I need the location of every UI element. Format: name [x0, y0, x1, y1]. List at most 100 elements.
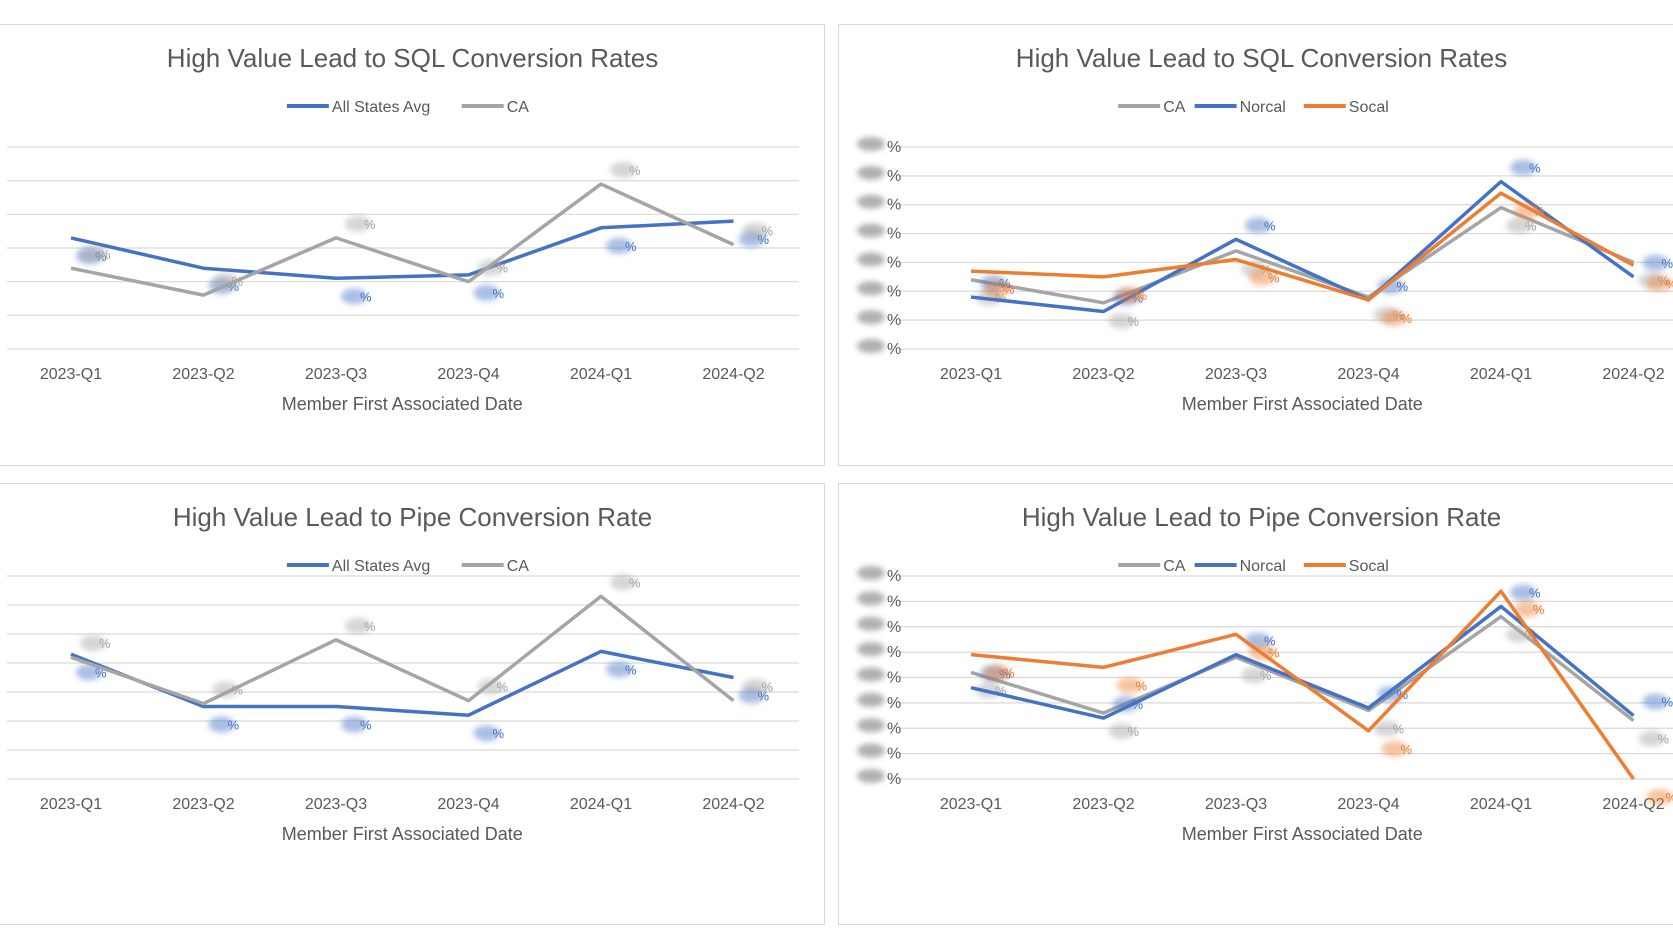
- redacted-data-label: [1381, 309, 1408, 326]
- data-label-percent: %: [497, 261, 509, 276]
- data-label-percent: %: [1533, 204, 1545, 219]
- redacted-data-label: [1116, 286, 1143, 303]
- y-tick-label: %: [887, 771, 901, 788]
- redacted-data-label: [1108, 312, 1135, 329]
- redacted-data-label: [1510, 159, 1536, 176]
- redacted-data-label: [1638, 272, 1665, 289]
- gridlines: %%%%%%%%%: [857, 566, 1673, 788]
- data-label-percent: %: [228, 718, 240, 733]
- redacted-y-tick: [857, 281, 885, 296]
- x-tick-label: 2024-Q2: [1602, 366, 1664, 383]
- redacted-data-label: [610, 162, 636, 179]
- x-axis-label: Member First Associated Date: [282, 824, 523, 844]
- data-label-percent: %: [1128, 314, 1140, 329]
- legend: CA Norcal Socal: [1118, 99, 1389, 116]
- redacted-data-label: [477, 678, 504, 695]
- y-tick-label: %: [887, 644, 901, 661]
- y-tick-label: %: [887, 341, 901, 358]
- redacted-data-label: [80, 635, 106, 652]
- redacted-data-label: [341, 716, 367, 733]
- line-chart-svg: High Value Lead to Pipe Conversion Rate A…: [7, 502, 799, 844]
- redacted-data-label: [477, 259, 504, 276]
- data-label-percent: %: [1260, 668, 1272, 683]
- redacted-data-label: [980, 275, 1006, 292]
- series-line: [970, 205, 1635, 305]
- x-tick-label: 2023-Q3: [305, 796, 367, 813]
- chart-panel-sql-all-states: High Value Lead to SQL Conversion Rates A…: [0, 24, 825, 466]
- redacted-y-tick: [857, 566, 885, 580]
- data-label-percent: %: [629, 163, 641, 178]
- redacted-data-label: [1514, 601, 1540, 618]
- redacted-data-label: [1381, 740, 1408, 757]
- x-tick-label: 2023-Q4: [1337, 366, 1399, 383]
- gridlines: [7, 146, 799, 350]
- redacted-y-tick: [857, 591, 885, 606]
- data-label-percent: %: [625, 662, 637, 677]
- data-label-percent: %: [364, 619, 376, 634]
- redacted-data-label: [1377, 685, 1404, 702]
- x-tick-label: 2023-Q4: [437, 796, 499, 813]
- series-line: [970, 191, 1635, 302]
- series-line: [70, 649, 734, 717]
- redacted-data-label: [345, 617, 371, 634]
- redacted-data-label: [742, 222, 769, 239]
- legend-label: Socal: [1349, 99, 1389, 116]
- y-tick-label: %: [887, 139, 901, 156]
- y-tick-label: %: [887, 670, 901, 687]
- redacted-data-label: [1642, 693, 1669, 710]
- legend: All States Avg CA: [286, 558, 529, 575]
- y-tick-label: %: [887, 593, 901, 610]
- y-tick-label: %: [887, 720, 901, 737]
- x-axis-label: Member First Associated Date: [1182, 394, 1423, 414]
- redacted-data-label: [76, 664, 102, 681]
- x-tick-label: 2023-Q3: [1205, 366, 1267, 383]
- redacted-y-tick: [857, 194, 885, 209]
- x-axis-label: Member First Associated Date: [282, 394, 523, 414]
- y-tick-label: %: [887, 254, 901, 271]
- chart-title: High Value Lead to SQL Conversion Rates: [1016, 43, 1507, 73]
- x-tick-label: 2023-Q4: [1337, 796, 1399, 813]
- redacted-data-label: [984, 664, 1010, 681]
- redacted-data-label: [1638, 730, 1665, 747]
- data-label-percent: %: [1658, 732, 1670, 747]
- x-axis: 2023-Q1 2023-Q2 2023-Q3 2023-Q4 2024-Q1 2024-…: [40, 366, 765, 414]
- redacted-data-label: [1241, 667, 1267, 684]
- redacted-data-label: [1642, 254, 1669, 271]
- data-label-percent: %: [1393, 721, 1405, 736]
- redacted-data-label: [984, 281, 1010, 298]
- data-label-percent: %: [758, 232, 770, 247]
- data-label-percent: %: [999, 667, 1011, 682]
- redacted-data-label: [212, 681, 239, 698]
- data-label-percent: %: [232, 274, 244, 289]
- x-tick-label: 2024-Q2: [1602, 796, 1664, 813]
- data-label-percent: %: [1268, 271, 1280, 286]
- data-label-percent: %: [629, 575, 641, 590]
- data-label-percent: %: [360, 718, 372, 733]
- y-tick-label: %: [887, 226, 901, 243]
- data-label-percent: %: [95, 249, 107, 264]
- line-chart-svg: High Value Lead to SQL Conversion Rates C…: [857, 43, 1673, 414]
- redacted-data-label: [1245, 217, 1271, 234]
- series-all-states-avg: %%%%%%: [70, 219, 770, 305]
- series-line: [970, 589, 1635, 781]
- series-line: [970, 179, 1635, 314]
- legend-item-all-states-avg: All States Avg: [286, 558, 430, 575]
- data-label-percent: %: [1401, 742, 1413, 757]
- data-label-percent: %: [1662, 695, 1673, 710]
- data-label-percent: %: [1393, 308, 1405, 323]
- data-label-percent: %: [1666, 276, 1673, 291]
- data-label-percent: %: [1136, 288, 1148, 303]
- series-line: [70, 219, 734, 281]
- redacted-data-label: [1373, 307, 1400, 324]
- redacted-data-label: [1108, 723, 1135, 740]
- redacted-data-label: [345, 215, 371, 232]
- legend: CA Norcal Socal: [1118, 558, 1389, 575]
- redacted-data-label: [1373, 720, 1400, 737]
- redacted-data-label: [1112, 696, 1139, 713]
- x-axis: 2023-Q1 2023-Q2 2023-Q3 2023-Q4 2024-Q1 2024-…: [40, 796, 765, 844]
- redacted-y-tick: [857, 743, 885, 758]
- redacted-y-tick: [857, 667, 885, 682]
- legend: All States Avg CA: [286, 99, 529, 116]
- series-socal: %%%%%%: [970, 191, 1673, 326]
- x-tick-label: 2023-Q3: [305, 366, 367, 383]
